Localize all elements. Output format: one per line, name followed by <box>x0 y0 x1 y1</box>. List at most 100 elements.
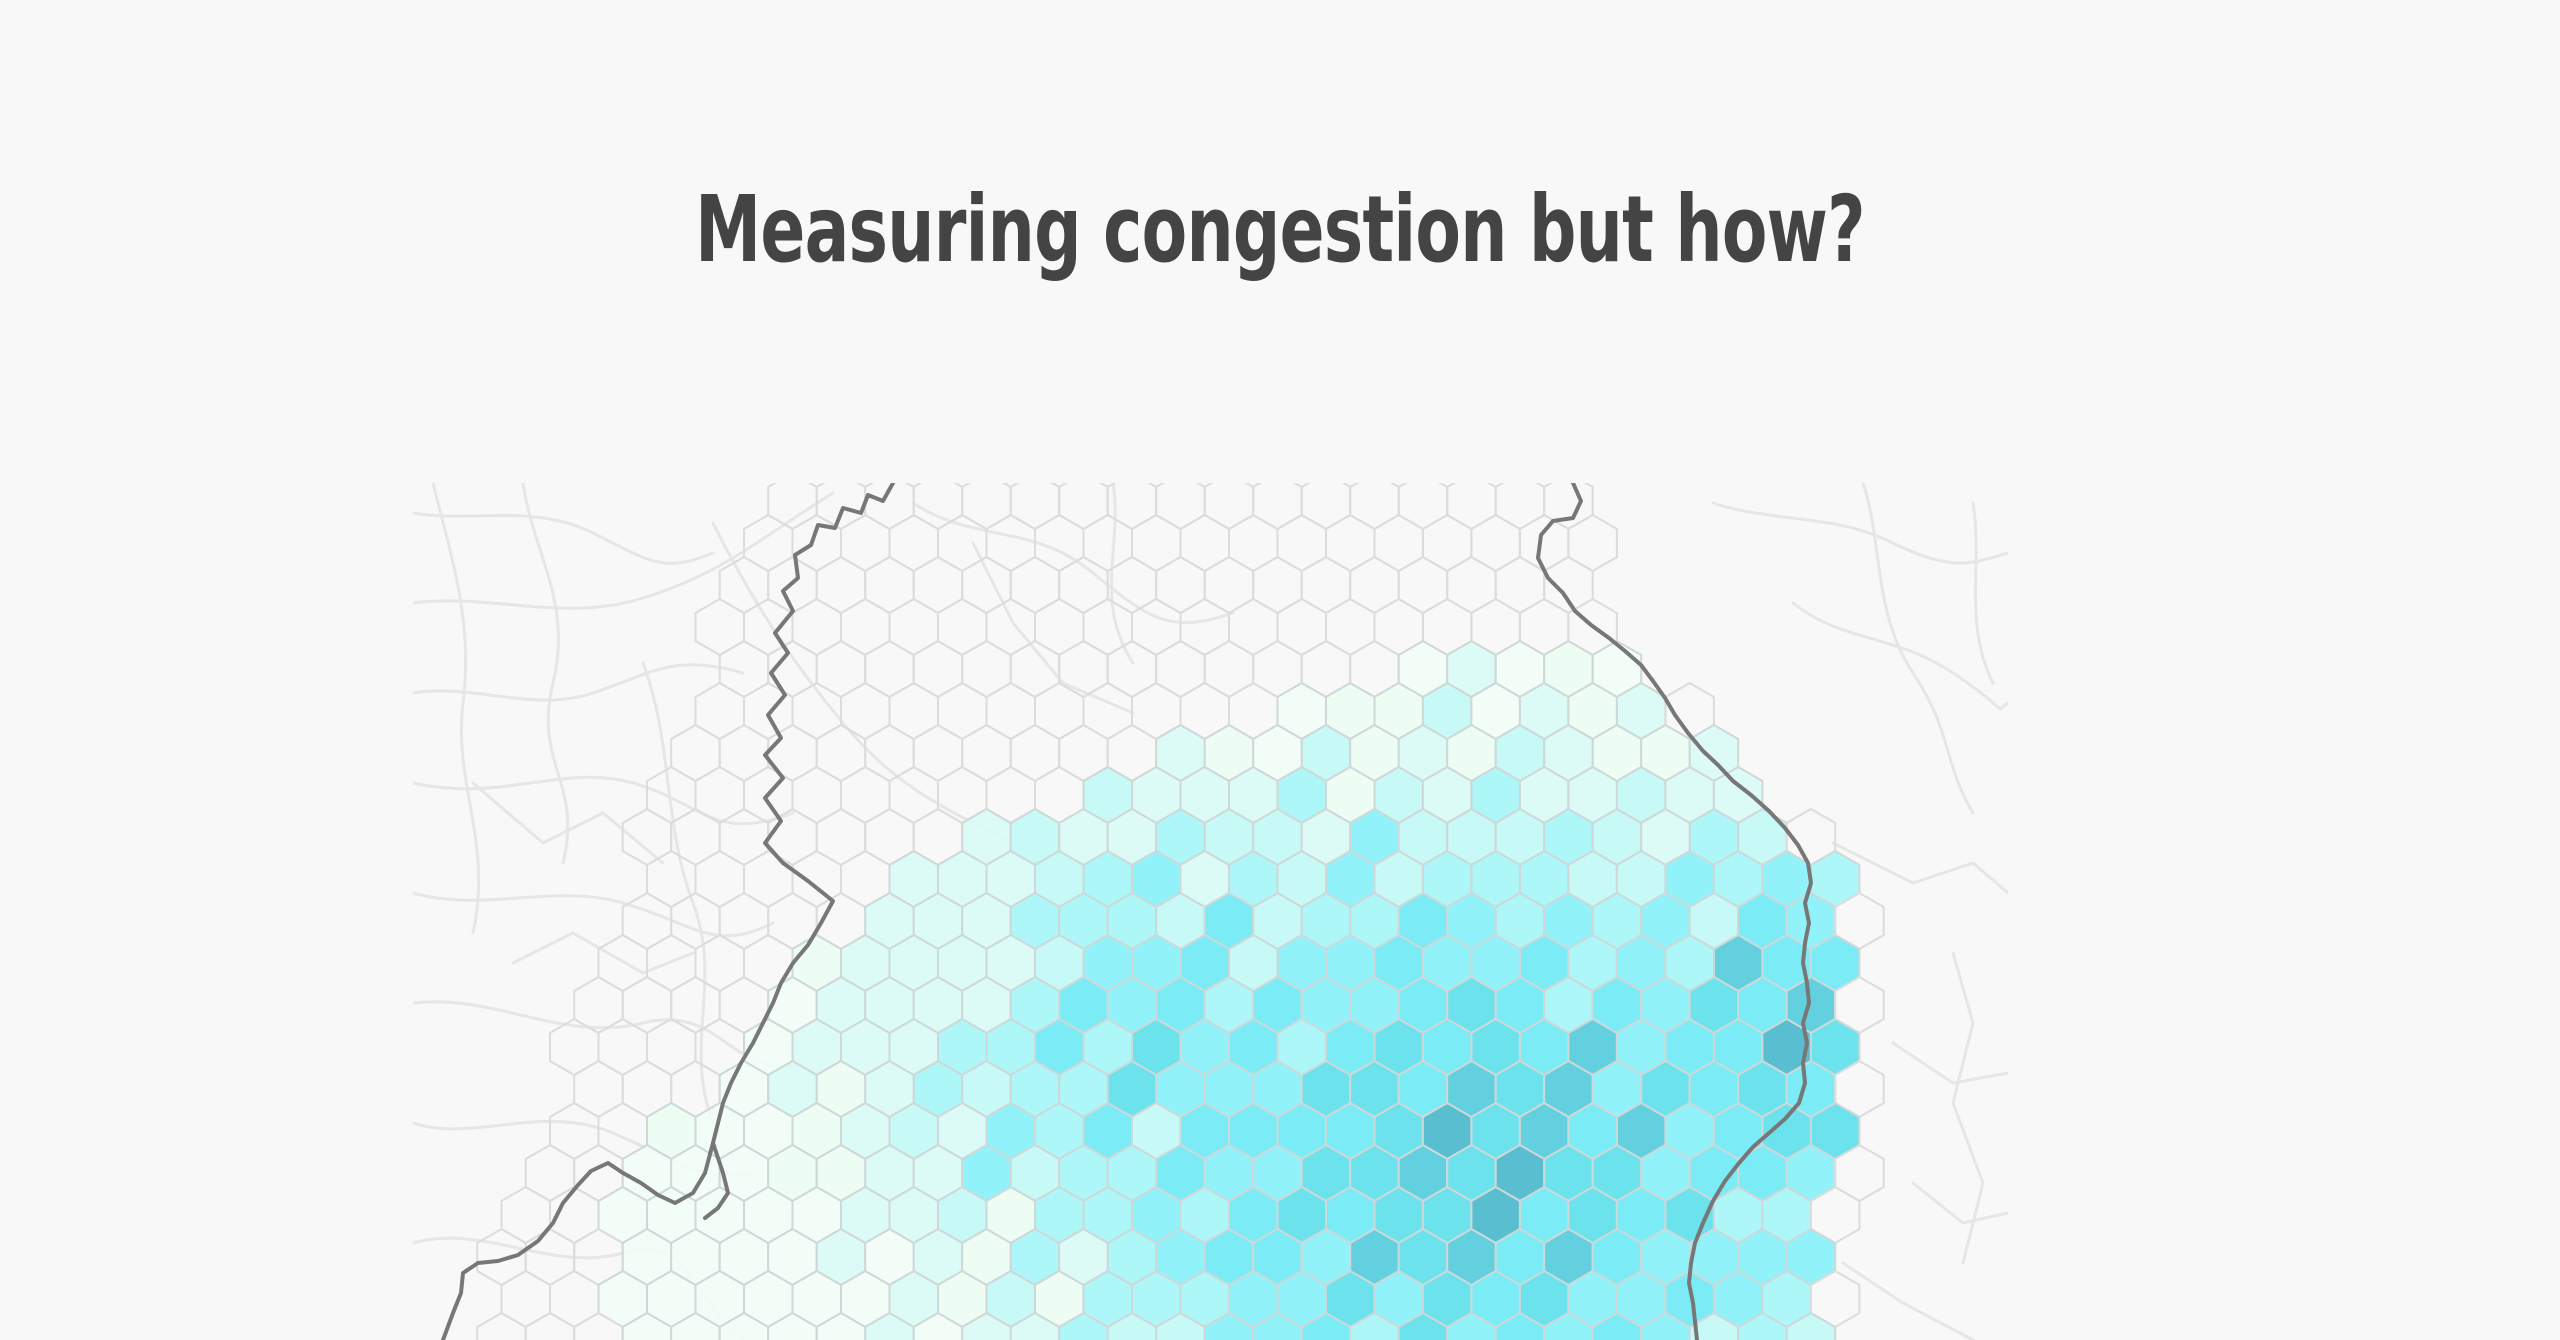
hex-cell-empty[interactable] <box>815 555 867 615</box>
hex-cell-empty[interactable] <box>985 513 1036 573</box>
hex-cell-empty[interactable] <box>985 681 1036 741</box>
hex-cell-empty[interactable] <box>1009 483 1061 531</box>
hex-cell-empty[interactable] <box>1179 513 1230 573</box>
hex-cell-empty[interactable] <box>1203 639 1255 699</box>
hex-cell-empty[interactable] <box>670 891 721 951</box>
hex-cell-empty[interactable] <box>1373 513 1424 573</box>
hex-cell-empty[interactable] <box>1397 555 1449 615</box>
hex-cell-empty[interactable] <box>573 1311 624 1340</box>
hex-cell-empty[interactable] <box>1494 483 1546 531</box>
hex-cell-empty[interactable] <box>1252 555 1303 615</box>
hex-cell[interactable] <box>670 1311 721 1340</box>
hex-cell-empty[interactable] <box>1470 513 1521 573</box>
hex-cell-empty[interactable] <box>743 849 794 909</box>
hex-cell-empty[interactable] <box>1203 555 1255 615</box>
hex-cell-empty[interactable] <box>476 1311 527 1340</box>
hex-cell-empty[interactable] <box>1325 513 1376 573</box>
hex-cell-empty[interactable] <box>961 639 1012 699</box>
hex-cell[interactable] <box>1688 1311 1740 1340</box>
hex-cell[interactable] <box>1058 1311 1109 1340</box>
hex-cell-empty[interactable] <box>1131 513 1182 573</box>
hex-cell-empty[interactable] <box>1155 555 1206 615</box>
hex-cell-empty[interactable] <box>888 597 939 657</box>
hex-cell-empty[interactable] <box>912 723 964 783</box>
hex-cell-empty[interactable] <box>573 1059 624 1119</box>
hex-cell-empty[interactable] <box>1155 639 1206 699</box>
hex-cell[interactable] <box>1543 1311 1594 1340</box>
hex-cell-empty[interactable] <box>1058 639 1109 699</box>
hex-cell-empty[interactable] <box>888 513 939 573</box>
hex-cell-empty[interactable] <box>961 723 1012 783</box>
hex-cell[interactable] <box>1252 1311 1303 1340</box>
hex-cell-empty[interactable] <box>1421 513 1473 573</box>
congestion-hex-map[interactable] <box>413 483 2008 1340</box>
hex-cell[interactable] <box>1009 1311 1061 1340</box>
hex-cell-empty[interactable] <box>815 807 867 867</box>
hex-cell-empty[interactable] <box>791 765 842 825</box>
hex-cell-empty[interactable] <box>791 849 842 909</box>
hex-cell-empty[interactable] <box>1058 483 1109 531</box>
hex-cell[interactable] <box>912 1311 964 1340</box>
hex-cell[interactable] <box>1446 1311 1497 1340</box>
hex-cell-empty[interactable] <box>694 597 745 657</box>
hex-cell-empty[interactable] <box>718 555 770 615</box>
hex-cell[interactable] <box>718 1311 770 1340</box>
hex-cell[interactable] <box>1737 1311 1788 1340</box>
hex-cell-empty[interactable] <box>1349 555 1400 615</box>
hex-cell-empty[interactable] <box>524 1311 576 1340</box>
hex-cell-empty[interactable] <box>815 639 867 699</box>
hex-cell-empty[interactable] <box>767 723 818 783</box>
hex-cell-empty[interactable] <box>1276 513 1327 573</box>
hex-cell-empty[interactable] <box>573 975 624 1035</box>
hex-cell-empty[interactable] <box>1155 483 1206 531</box>
hex-cell-empty[interactable] <box>912 555 964 615</box>
hex-cell-empty[interactable] <box>1300 555 1352 615</box>
hex-cell-empty[interactable] <box>670 723 721 783</box>
hex-cell-empty[interactable] <box>694 681 745 741</box>
hex-cell-empty[interactable] <box>718 891 770 951</box>
hex-cell-empty[interactable] <box>912 639 964 699</box>
hex-cell-empty[interactable] <box>840 513 891 573</box>
hex-cell-empty[interactable] <box>1349 483 1400 531</box>
hex-cell-empty[interactable] <box>985 597 1036 657</box>
hex-cell-empty[interactable] <box>961 483 1012 531</box>
hex-cell-empty[interactable] <box>937 681 988 741</box>
hex-cell-empty[interactable] <box>815 723 867 783</box>
hex-cell[interactable] <box>767 1311 818 1340</box>
hex-cell-empty[interactable] <box>864 555 915 615</box>
hex-cell-empty[interactable] <box>1203 483 1255 531</box>
hex-cell-empty[interactable] <box>888 681 939 741</box>
hex-cell[interactable] <box>961 1311 1012 1340</box>
hex-cell-empty[interactable] <box>815 483 867 531</box>
hex-cell-empty[interactable] <box>743 681 794 741</box>
hex-cell-empty[interactable] <box>840 765 891 825</box>
hex-cell-empty[interactable] <box>1300 483 1352 531</box>
hex-cell-empty[interactable] <box>1446 555 1497 615</box>
hex-cell[interactable] <box>1591 1311 1643 1340</box>
hex-cell[interactable] <box>1349 1311 1400 1340</box>
hex-cell-empty[interactable] <box>1179 597 1230 657</box>
hex-cell-empty[interactable] <box>718 807 770 867</box>
hex-cell[interactable] <box>1155 1311 1206 1340</box>
hex-cell-empty[interactable] <box>791 597 842 657</box>
hex-cell-empty[interactable] <box>767 483 818 531</box>
hex-cell-empty[interactable] <box>1494 555 1546 615</box>
hex-cell-empty[interactable] <box>476 1227 527 1287</box>
hex-cell-empty[interactable] <box>646 849 697 909</box>
hex-cell-empty[interactable] <box>1276 597 1327 657</box>
hex-cell-empty[interactable] <box>549 1101 600 1161</box>
hex-cell[interactable] <box>1203 1311 1255 1340</box>
hex-cell[interactable] <box>1494 1311 1546 1340</box>
hex-cell-empty[interactable] <box>1034 681 1085 741</box>
hex-cell-empty[interactable] <box>791 513 842 573</box>
hex-cell-empty[interactable] <box>937 513 988 573</box>
hex-cell-empty[interactable] <box>500 1269 551 1329</box>
hex-cell-empty[interactable] <box>694 849 745 909</box>
hex-cell-empty[interactable] <box>1034 597 1085 657</box>
hex-cell-empty[interactable] <box>1518 513 1570 573</box>
hex-cell-empty[interactable] <box>621 891 673 951</box>
hex-cell-empty[interactable] <box>646 1017 697 1077</box>
hex-cell-empty[interactable] <box>937 597 988 657</box>
hex-cell-empty[interactable] <box>1082 513 1133 573</box>
hex-cell[interactable] <box>1300 1311 1352 1340</box>
